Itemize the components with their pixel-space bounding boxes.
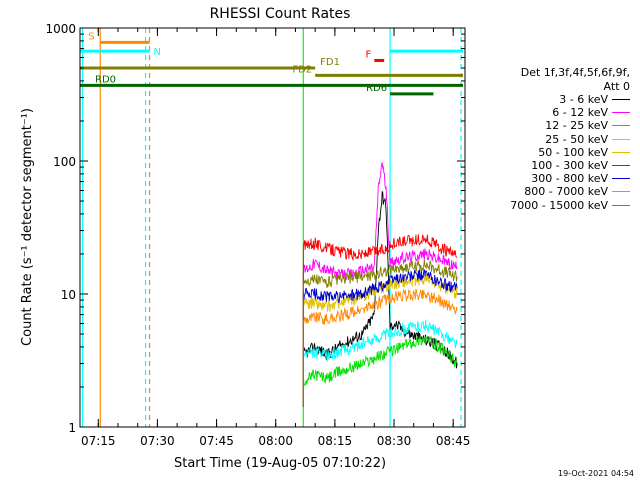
flag-label-4: FD1	[320, 57, 340, 68]
legend-item-6: 300 - 800 keV	[531, 172, 630, 185]
legend-label: 6 - 12 keV	[552, 106, 608, 120]
legend-label: 7000 - 15000 keV	[510, 198, 608, 212]
legend-label: 300 - 800 keV	[531, 172, 608, 186]
y-tick-label-3: 1000	[45, 22, 76, 36]
legend-label: 800 - 7000 keV	[524, 185, 608, 199]
flag-label-7: RD6	[366, 83, 387, 94]
legend-label: 3 - 6 keV	[559, 93, 608, 106]
y-tick-label-1: 10	[61, 288, 76, 302]
legend-swatch	[612, 99, 630, 100]
series-line-5	[302, 234, 458, 407]
legend-swatch	[612, 204, 630, 206]
legend-item-5: 100 - 300 keV	[531, 159, 630, 172]
legend-swatch	[612, 125, 630, 127]
legend-header-attenuator: Att 0	[603, 80, 630, 93]
legend-item-3: 25 - 50 keV	[545, 133, 630, 146]
flag-bars: S N F FD1 FD2 RD0 RD6	[80, 31, 464, 96]
x-tick-label-0: 07:15	[81, 434, 116, 448]
legend-swatch	[612, 138, 630, 140]
timestamp: 19-Oct-2021 04:54	[558, 469, 634, 478]
legend-item-4: 50 - 100 keV	[538, 146, 630, 159]
axes: 1 10 100 1000 07:15 07:30 07:45 08:00 08:15 08:30…	[45, 22, 470, 448]
vertical-markers	[81, 28, 462, 427]
legend-label: 25 - 50 keV	[545, 132, 608, 146]
x-tick-label-1: 07:30	[140, 434, 175, 448]
y-tick-label-0: 1	[68, 421, 76, 435]
legend-label: 12 - 25 keV	[545, 119, 608, 133]
legend-item-2: 12 - 25 keV	[545, 119, 630, 132]
series-line-1	[302, 161, 458, 407]
plot-frame	[79, 27, 466, 428]
legend-item-7: 800 - 7000 keV	[524, 185, 630, 198]
series-line-7	[302, 288, 458, 407]
y-tick-label-2: 100	[53, 155, 76, 169]
legend-swatch	[612, 191, 630, 193]
legend-item-8: 7000 - 15000 keV	[510, 199, 630, 212]
y-axis-label: Count Rate (s⁻¹ detector segment⁻¹)	[20, 108, 35, 346]
x-tick-label-6: 08:45	[436, 434, 471, 448]
flag-label-0: S	[88, 31, 94, 42]
chart-title: RHESSI Count Rates	[210, 6, 351, 22]
legend-label: 50 - 100 keV	[538, 145, 608, 159]
x-tick-label-2: 07:45	[199, 434, 234, 448]
flag-label-5: FD2	[292, 64, 312, 75]
series-line-2	[302, 334, 458, 407]
legend-swatch	[612, 178, 630, 180]
legend-swatch	[612, 151, 630, 153]
x-axis-label: Start Time (19-Aug-05 07:10:22)	[174, 456, 386, 471]
series-line-8	[302, 259, 458, 407]
flag-label-6: RD0	[95, 74, 116, 85]
legend-swatch	[612, 165, 630, 166]
series-line-3	[302, 319, 458, 407]
flag-label-1: N	[154, 47, 161, 58]
legend-label: 100 - 300 keV	[531, 159, 608, 172]
x-tick-label-4: 08:15	[318, 434, 353, 448]
legend-item-0: 3 - 6 keV	[559, 93, 630, 106]
legend-swatch	[612, 112, 630, 114]
flag-label-2: F	[366, 49, 372, 60]
x-tick-label-5: 08:30	[377, 434, 412, 448]
legend-item-1: 6 - 12 keV	[552, 106, 630, 119]
x-tick-label-3: 08:00	[258, 434, 293, 448]
series-group	[302, 161, 458, 407]
legend-header-detectors: Det 1f,3f,4f,5f,6f,9f,	[520, 66, 630, 79]
series-line-6	[302, 269, 458, 407]
